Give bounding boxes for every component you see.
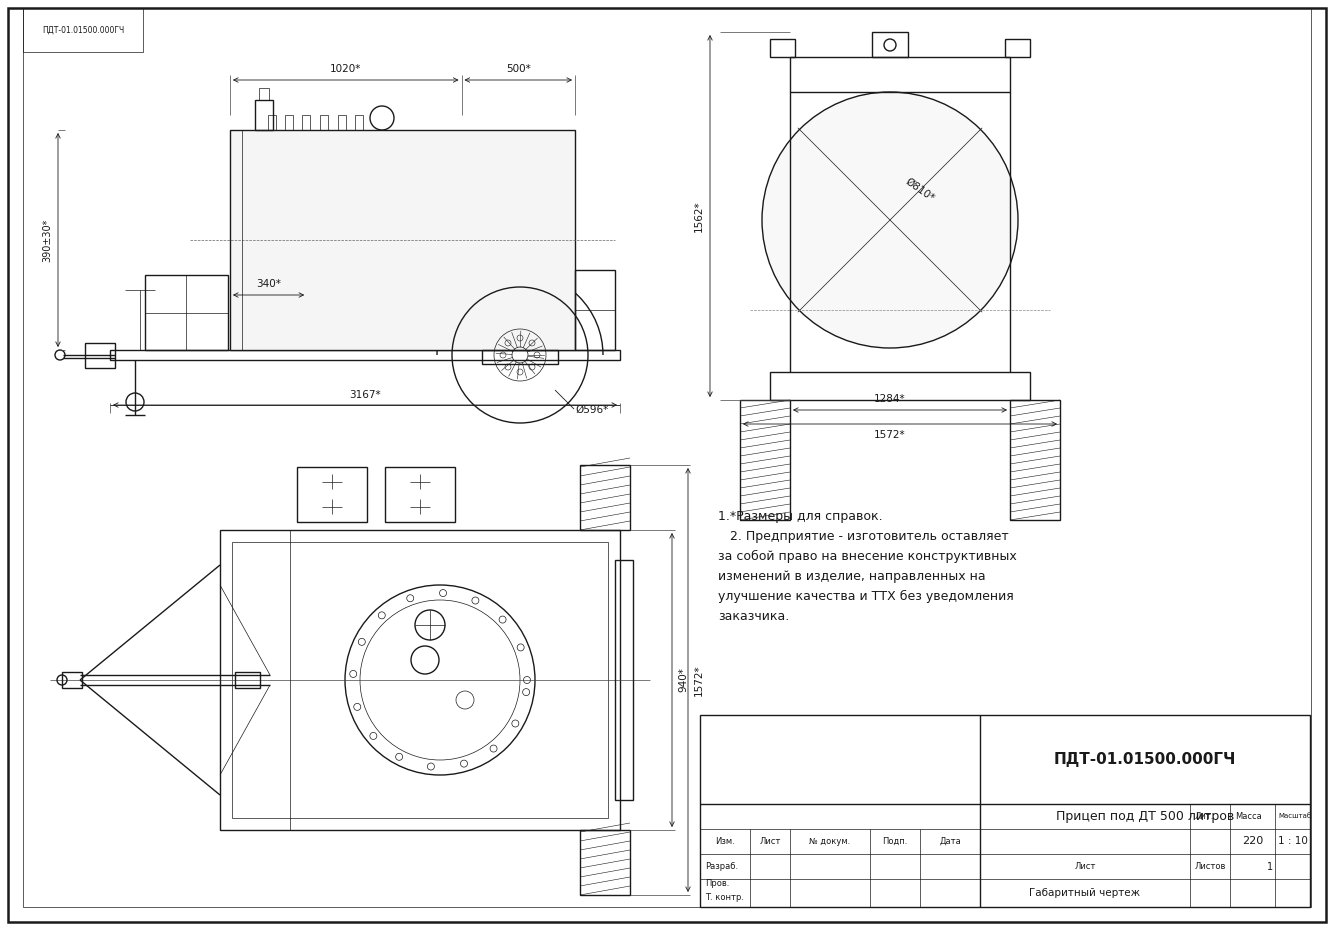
Bar [220, 530, 620, 830]
Bar [85, 343, 115, 368]
Bar [615, 560, 634, 800]
Bar [770, 372, 1030, 400]
Bar [259, 88, 269, 100]
Text: Дата: Дата [939, 837, 960, 846]
Text: Пров.: Пров. [704, 879, 730, 887]
Text: 500*: 500* [506, 64, 531, 74]
Bar [255, 100, 273, 130]
Text: 1.*Размеры для справок.: 1.*Размеры для справок. [718, 510, 883, 523]
Bar [23, 8, 143, 52]
Bar [482, 350, 558, 364]
Bar [1005, 39, 1030, 57]
Bar [145, 275, 228, 350]
Text: 940*: 940* [678, 668, 688, 693]
Text: 1284*: 1284* [874, 394, 906, 404]
Text: 3167*: 3167* [350, 390, 380, 400]
Bar [232, 542, 608, 818]
Text: Лист: Лист [1074, 862, 1095, 871]
Text: улучшение качества и ТТХ без уведомления: улучшение качества и ТТХ без уведомления [718, 590, 1014, 603]
Text: Габаритный чертеж: Габаритный чертеж [1030, 888, 1141, 898]
Bar [740, 400, 790, 520]
Text: 390±30*: 390±30* [41, 219, 52, 261]
Text: Лист: Лист [759, 837, 780, 846]
Bar [700, 715, 1310, 907]
Bar [61, 672, 81, 688]
Text: 1020*: 1020* [329, 64, 362, 74]
Text: Масштаб: Масштаб [1278, 814, 1311, 819]
Text: заказчика.: заказчика. [718, 610, 790, 623]
Bar [220, 530, 289, 830]
Text: изменений в изделие, направленных на: изменений в изделие, направленных на [718, 570, 986, 583]
Text: Ø810*: Ø810* [903, 177, 936, 204]
Bar [580, 465, 630, 530]
Bar [575, 270, 615, 350]
Text: 1572*: 1572* [694, 664, 704, 696]
Bar [285, 115, 293, 130]
Bar [320, 115, 328, 130]
Text: ПДТ-01.01500.000ГЧ: ПДТ-01.01500.000ГЧ [41, 25, 124, 34]
Bar [355, 115, 363, 130]
Text: за собой право на внесение конструктивных: за собой право на внесение конструктивны… [718, 550, 1017, 563]
Text: 1 : 10: 1 : 10 [1278, 836, 1307, 846]
Bar [297, 467, 367, 522]
Bar [790, 57, 1010, 92]
Text: ПДТ-01.01500.000ГЧ: ПДТ-01.01500.000ГЧ [1054, 752, 1237, 767]
Text: Т. контр.: Т. контр. [704, 894, 744, 902]
Text: № докум.: № докум. [810, 837, 851, 846]
Text: Изм.: Изм. [715, 837, 735, 846]
Text: 1562*: 1562* [694, 200, 704, 232]
Bar [338, 115, 346, 130]
Text: Лит.: Лит. [1195, 812, 1214, 821]
Bar [1010, 400, 1061, 520]
Text: Разраб.: Разраб. [704, 862, 738, 871]
Bar [235, 672, 260, 688]
Text: Масса: Масса [1235, 812, 1262, 821]
Circle shape [762, 92, 1018, 348]
Text: 220: 220 [1242, 836, 1263, 846]
Bar [580, 830, 630, 895]
Text: Листов: Листов [1194, 862, 1226, 871]
Text: 1572*: 1572* [874, 430, 906, 440]
Bar [770, 39, 795, 57]
Text: Подп.: Подп. [882, 837, 907, 846]
Text: 1: 1 [1267, 861, 1273, 871]
Bar [109, 350, 620, 360]
Bar [386, 467, 455, 522]
Bar [301, 115, 309, 130]
Text: Прицеп под ДТ 500 литров: Прицеп под ДТ 500 литров [1057, 810, 1234, 823]
Text: 340*: 340* [256, 279, 281, 289]
Text: 2. Предприятие - изготовитель оставляет: 2. Предприятие - изготовитель оставляет [718, 530, 1009, 543]
Text: Ø596*: Ø596* [575, 405, 608, 415]
Bar [229, 130, 575, 350]
Bar [872, 32, 908, 57]
Bar [268, 115, 276, 130]
